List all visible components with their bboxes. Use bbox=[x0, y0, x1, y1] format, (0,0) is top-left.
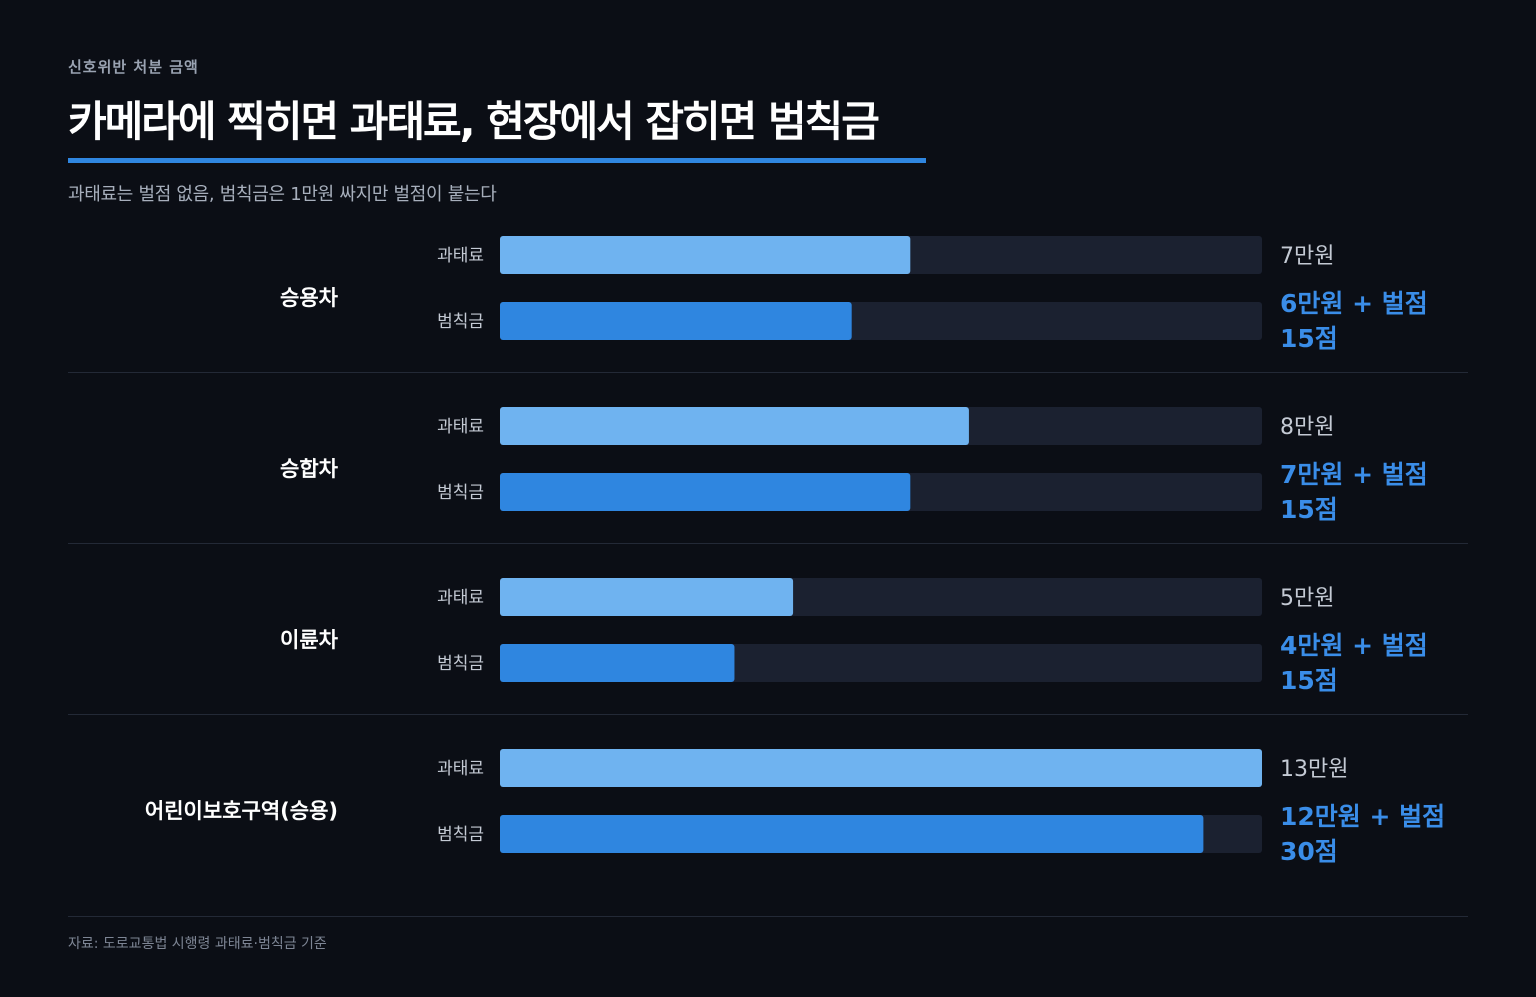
series-label: 과태료 bbox=[437, 246, 484, 266]
value-label: 5만원 bbox=[1280, 586, 1334, 611]
title-underline bbox=[68, 158, 926, 163]
page-title: 카메라에 찍히면 과태료, 현장에서 잡히면 범칙금 bbox=[68, 97, 880, 146]
value-label-line: 4만원 + 벌점 bbox=[1280, 631, 1428, 660]
series-label: 범칙금 bbox=[437, 825, 484, 845]
value-label-line: 6만원 + 벌점 bbox=[1280, 289, 1428, 318]
penalty-bar bbox=[500, 644, 735, 682]
penalty-bar bbox=[500, 473, 911, 511]
footer-divider bbox=[68, 916, 1468, 917]
series-label: 과태료 bbox=[437, 759, 484, 779]
fee-bar bbox=[500, 749, 1262, 787]
series-label: 과태료 bbox=[437, 588, 484, 608]
fee-bar bbox=[500, 578, 794, 616]
series-label: 범칙금 bbox=[437, 654, 484, 674]
group-divider bbox=[68, 714, 1468, 715]
value-label: 4만원 + 벌점 15점 bbox=[1280, 631, 1428, 695]
value-label-line: 30점 bbox=[1280, 837, 1338, 866]
group-divider bbox=[68, 372, 1468, 373]
category-label: 이륜차 bbox=[280, 628, 339, 652]
value-label-line: 12만원 + 벌점 bbox=[1280, 802, 1445, 831]
fee-bar bbox=[500, 236, 911, 274]
eyebrow: 신호위반 처분 금액 bbox=[68, 58, 199, 76]
fee-bar bbox=[500, 407, 969, 445]
category-label: 어린이보호구역(승용) bbox=[145, 799, 338, 823]
penalty-bar bbox=[500, 302, 852, 340]
value-label-line: 7만원 + 벌점 bbox=[1280, 460, 1428, 489]
value-label: 7만원 bbox=[1280, 244, 1334, 269]
value-label-line: 15점 bbox=[1280, 666, 1338, 695]
subtitle: 과태료는 벌점 없음, 범칙금은 1만원 싸지만 벌점이 붙는다 bbox=[68, 184, 497, 205]
series-label: 범칙금 bbox=[437, 312, 484, 332]
group-divider bbox=[68, 543, 1468, 544]
value-label-line: 15점 bbox=[1280, 495, 1338, 524]
value-label-line: 15점 bbox=[1280, 324, 1338, 353]
penalty-bar bbox=[500, 815, 1204, 853]
value-label: 12만원 + 벌점 30점 bbox=[1280, 802, 1445, 866]
series-label: 과태료 bbox=[437, 417, 484, 437]
value-label: 8만원 bbox=[1280, 415, 1334, 440]
series-label: 범칙금 bbox=[437, 483, 484, 503]
source-note: 자료: 도로교통법 시행령 과태료·범칙금 기준 bbox=[68, 936, 327, 952]
category-label: 승합차 bbox=[280, 457, 339, 481]
value-label: 7만원 + 벌점 15점 bbox=[1280, 460, 1428, 524]
value-label: 6만원 + 벌점 15점 bbox=[1280, 289, 1428, 353]
value-label: 13만원 bbox=[1280, 757, 1348, 782]
category-label: 승용차 bbox=[280, 286, 339, 310]
